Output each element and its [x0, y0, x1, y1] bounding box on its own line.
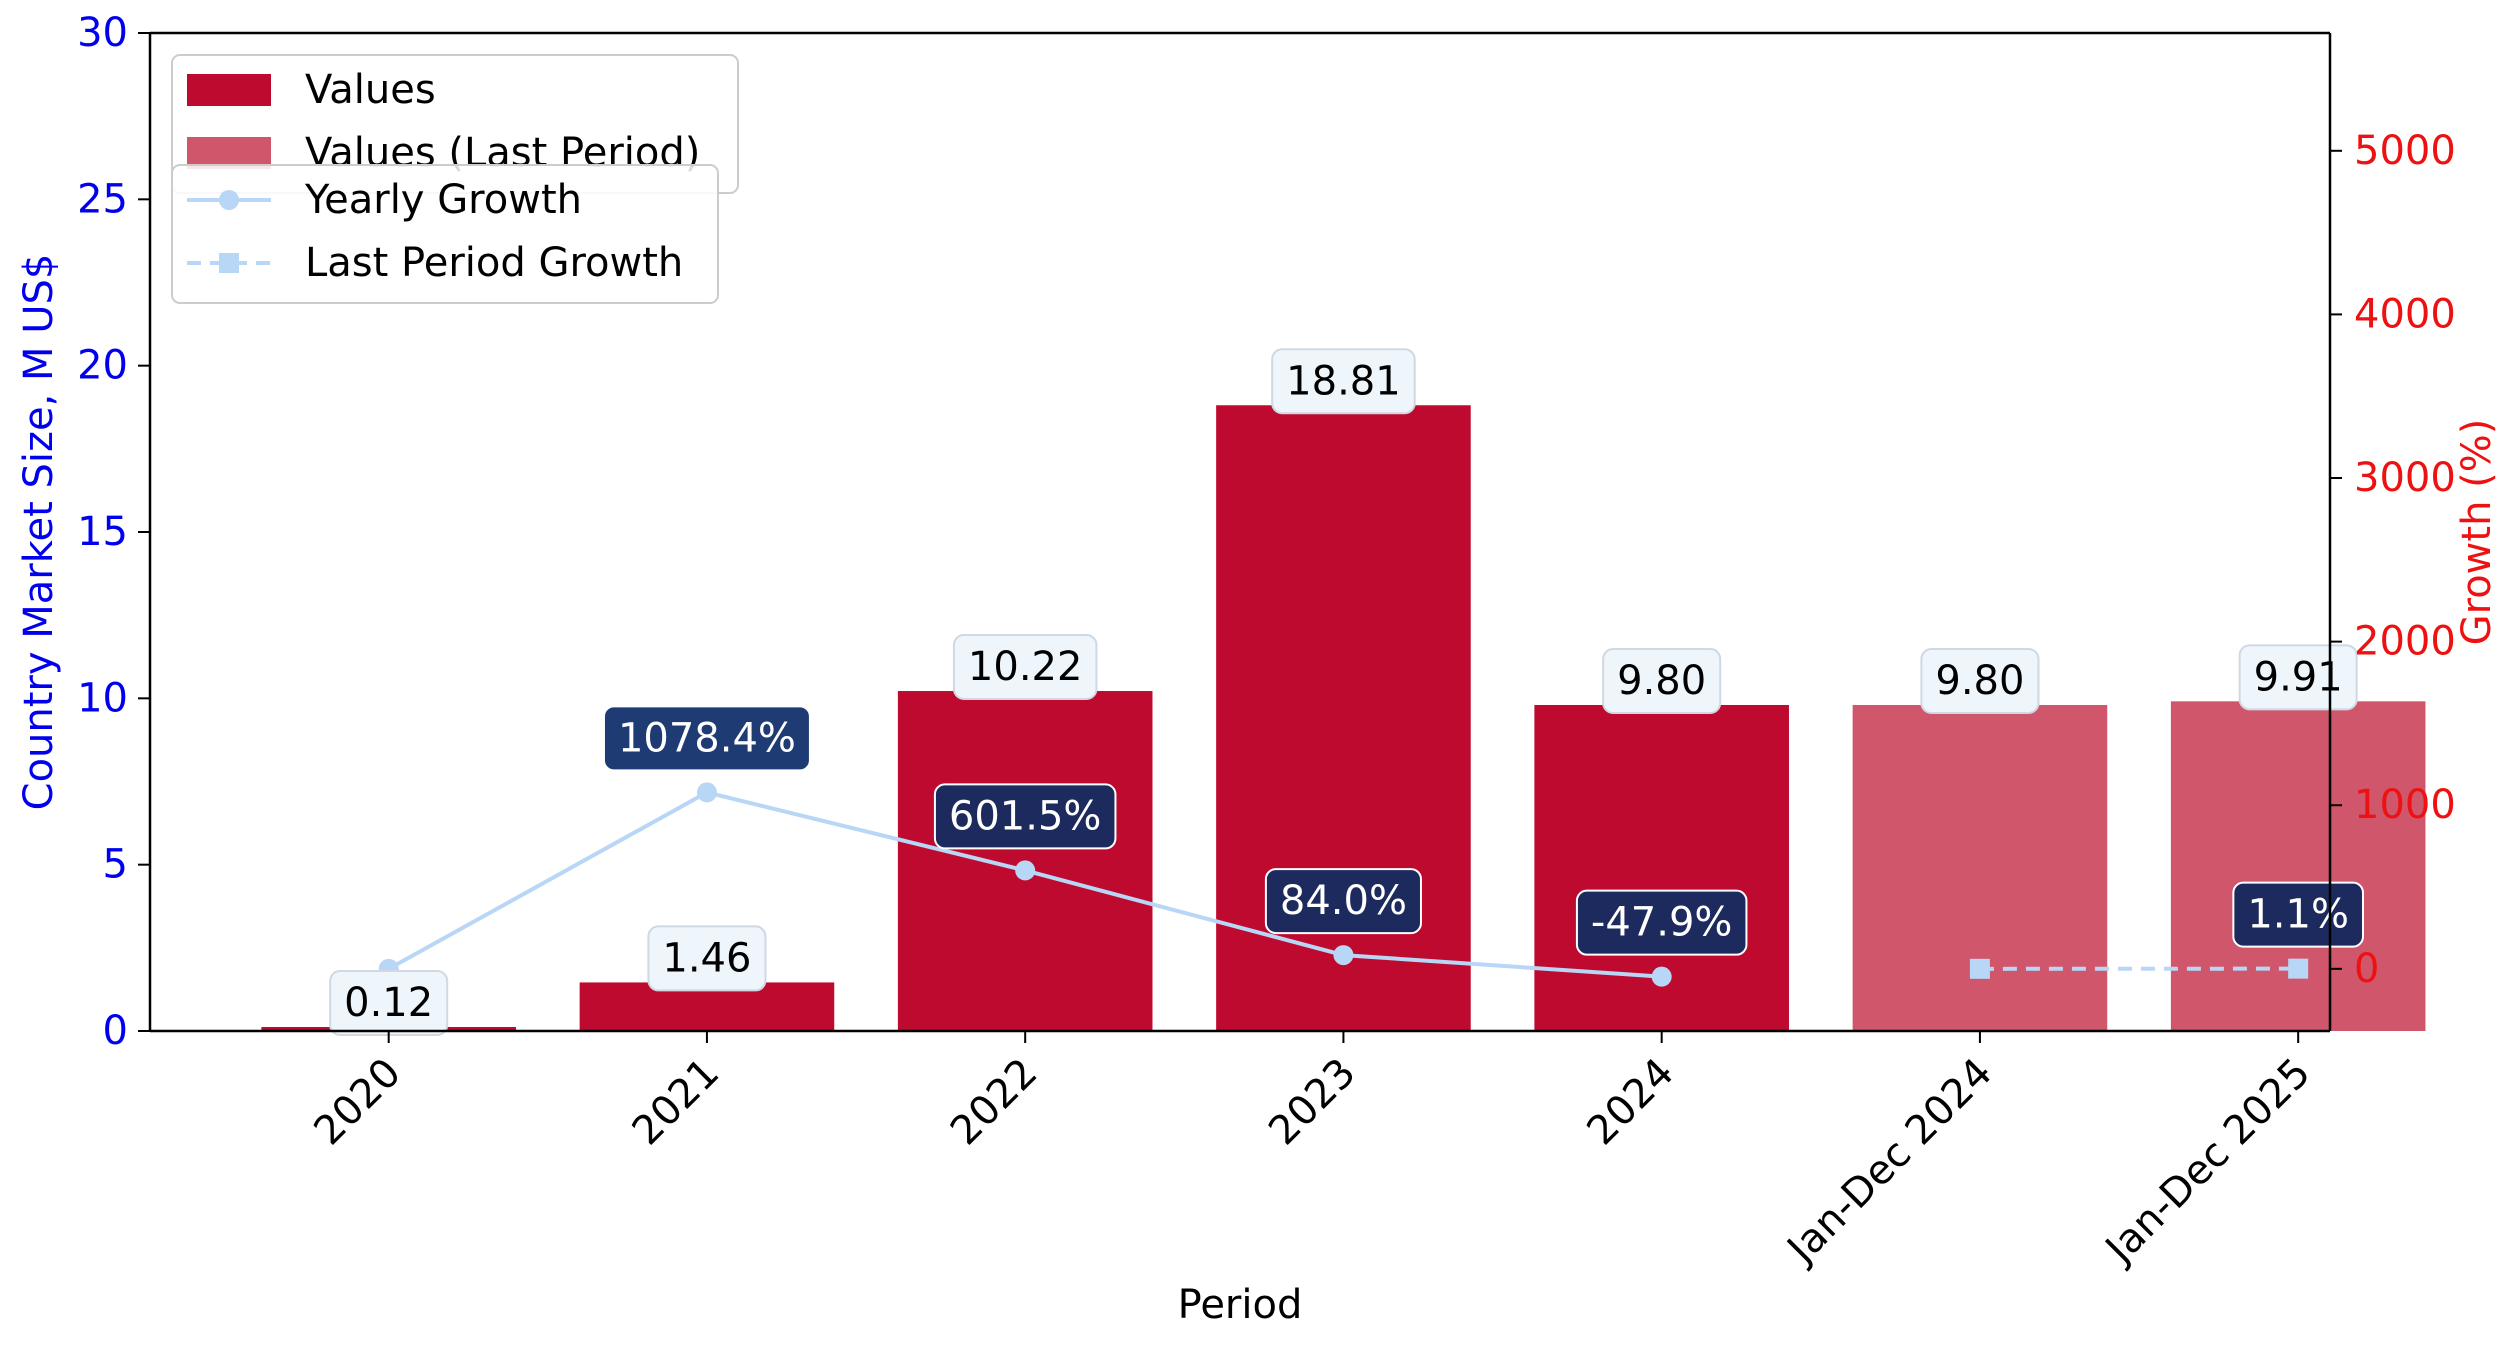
bar-value-label-text: 10.22: [968, 644, 1083, 690]
growth-value-label: -47.9%: [1575, 889, 1748, 956]
bar-value-label: 9.80: [1920, 647, 2040, 714]
right-y-tick-label: 5000: [2354, 128, 2456, 174]
bar-value-label: 10.22: [952, 634, 1098, 701]
yearly-growth-marker: [1651, 966, 1672, 987]
bar-value-label-text: 18.81: [1286, 358, 1401, 404]
growth-value-label-text: 1078.4%: [618, 715, 796, 761]
left-y-tick-label: 30: [77, 10, 128, 56]
bar-value-label: 18.81: [1271, 348, 1416, 415]
bar-value-label-box: [952, 634, 1098, 701]
bar-value-label-text: 9.91: [2254, 654, 2343, 700]
right-y-tick-label: 2000: [2354, 619, 2456, 665]
right-y-axis-title: Growth (%): [2454, 419, 2500, 646]
legend-marker: [219, 253, 239, 273]
bar-value-label-box: [1271, 348, 1416, 415]
growth-value-label-text: 601.5%: [949, 793, 1102, 839]
yearly-growth-marker: [1333, 945, 1354, 966]
growth-value-label: 1.1%: [2232, 881, 2364, 948]
growth-value-label: 601.5%: [933, 783, 1117, 850]
growth-value-label-box: [602, 705, 811, 772]
bar-value-label-text: 1.46: [662, 935, 751, 981]
growth-value-label: 84.0%: [1264, 868, 1422, 935]
x-axis-title: Period: [1178, 1282, 1303, 1328]
bar-value-label: 9.80: [1602, 647, 1722, 714]
bar-value-label-box: [1602, 647, 1722, 714]
growth-value-label-box: [933, 783, 1117, 850]
bar-value-label-box: [2238, 644, 2358, 711]
legend-label: Last Period Growth: [305, 240, 683, 286]
data-labels-layer: 0.12 1.46 10.22 18.81 9.80 9.80 9.91 1078.4% 601…: [329, 348, 2364, 1037]
left-y-tick-label: 10: [77, 675, 128, 721]
right-y-tick-label: 0: [2354, 946, 2379, 992]
growth-value-label: 1078.4%: [602, 705, 811, 772]
legend-swatch: [187, 74, 271, 106]
left-y-tick-label: 20: [77, 343, 128, 389]
left-y-axis-title: Country Market Size, M US$: [16, 254, 62, 811]
bar-value-label-box: [647, 925, 767, 992]
line-legend-box: [171, 164, 719, 304]
legend-swatch: [187, 137, 271, 169]
last-period-growth-marker: [1969, 958, 1990, 979]
bar-jan-dec-2024: [1852, 704, 2108, 1031]
growth-value-label-text: -47.9%: [1591, 900, 1733, 946]
x-tick-label: 2023: [1260, 1050, 1365, 1155]
left-y-tick-label: 0: [103, 1008, 128, 1054]
legend-marker: [219, 190, 239, 210]
bar-value-label-text: 9.80: [1617, 658, 1706, 704]
x-tick-label: 2020: [305, 1050, 410, 1155]
growth-lines-layer: [378, 782, 2309, 987]
x-tick-label: 2022: [942, 1050, 1047, 1155]
yearly-growth-marker: [696, 782, 717, 803]
bar-value-label-text: 0.12: [344, 980, 433, 1026]
growth-value-label-text: 1.1%: [2247, 892, 2349, 938]
left-y-tick-label: 25: [77, 176, 128, 222]
bar-value-label-box: [1920, 647, 2040, 714]
left-y-tick-label: 15: [77, 509, 128, 555]
x-tick-label: Jan-Dec 2025: [2095, 1050, 2319, 1274]
bars-layer: [261, 405, 2426, 1031]
left-y-tick-label: 5: [103, 842, 128, 888]
legend-label: Values: [305, 67, 436, 113]
yearly-growth-marker: [1015, 860, 1036, 881]
bar-value-label: 9.91: [2238, 644, 2358, 711]
last-period-growth-marker: [2288, 958, 2309, 979]
right-y-tick-label: 3000: [2354, 455, 2456, 501]
bar-value-label-text: 9.80: [1935, 658, 2024, 704]
growth-value-label-box: [1575, 889, 1748, 956]
right-y-tick-label: 1000: [2354, 782, 2456, 828]
growth-value-label-text: 84.0%: [1280, 878, 1407, 924]
bar-value-label: 1.46: [647, 925, 767, 992]
x-tick-label: 2024: [1578, 1050, 1683, 1155]
x-tick-label: 2021: [624, 1050, 729, 1155]
x-tick-label: Jan-Dec 2024: [1777, 1050, 2001, 1274]
bar-value-label: 0.12: [329, 970, 449, 1037]
legend-label: Yearly Growth: [304, 177, 582, 223]
growth-value-label-box: [1264, 868, 1422, 935]
right-y-tick-label: 4000: [2354, 291, 2456, 337]
bar-2023: [1216, 405, 1471, 1031]
bar-jan-dec-2025: [2170, 701, 2426, 1031]
